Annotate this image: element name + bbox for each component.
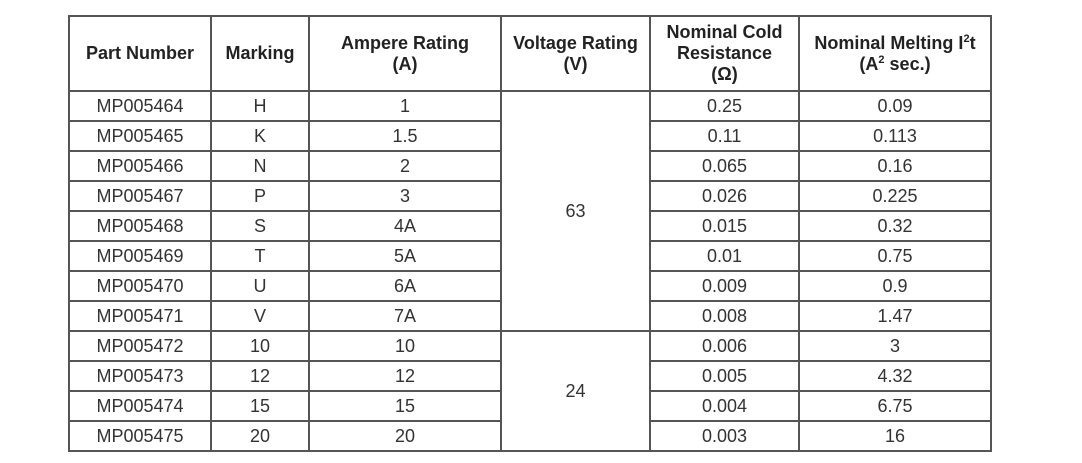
table-row: MP005473 12 12 0.005 4.32 bbox=[68, 360, 992, 392]
cell-melting-i2t: 0.113 bbox=[798, 120, 992, 152]
table-row: MP005470 U 6A 0.009 0.9 bbox=[68, 270, 992, 302]
cell-melting-i2t: 16 bbox=[798, 420, 992, 452]
table-row: MP005469 T 5A 0.01 0.75 bbox=[68, 240, 992, 272]
header-row: Part Number Marking Ampere Rating (A) Vo… bbox=[68, 15, 992, 92]
cell-melting-i2t: 0.16 bbox=[798, 150, 992, 182]
cell-part-number: MP005470 bbox=[68, 270, 212, 302]
cell-ampere-rating: 6A bbox=[308, 270, 502, 302]
cell-cold-resistance: 0.015 bbox=[649, 210, 800, 242]
cell-marking: S bbox=[210, 210, 310, 242]
header-cold-resistance: Nominal Cold Resistance (Ω) bbox=[649, 15, 800, 92]
cell-cold-resistance: 0.005 bbox=[649, 360, 800, 392]
header-voltage-rating: Voltage Rating (V) bbox=[500, 15, 651, 92]
cell-ampere-rating: 10 bbox=[308, 330, 502, 362]
table-row: MP005475 20 20 0.003 16 bbox=[68, 420, 992, 452]
cell-cold-resistance: 0.006 bbox=[649, 330, 800, 362]
cell-part-number: MP005468 bbox=[68, 210, 212, 242]
cell-marking: T bbox=[210, 240, 310, 272]
cell-part-number: MP005475 bbox=[68, 420, 212, 452]
header-ampere-rating: Ampere Rating (A) bbox=[308, 15, 502, 92]
cell-part-number: MP005472 bbox=[68, 330, 212, 362]
cell-cold-resistance: 0.026 bbox=[649, 180, 800, 212]
cell-melting-i2t: 0.225 bbox=[798, 180, 992, 212]
cell-ampere-rating: 7A bbox=[308, 300, 502, 332]
cell-voltage-rating: 63 bbox=[500, 90, 651, 332]
cell-part-number: MP005471 bbox=[68, 300, 212, 332]
cell-ampere-rating: 12 bbox=[308, 360, 502, 392]
header-part-number: Part Number bbox=[68, 15, 212, 92]
cell-part-number: MP005464 bbox=[68, 90, 212, 122]
table-row: MP005464 H 1 63 0.25 0.09 bbox=[68, 90, 992, 332]
cell-part-number: MP005474 bbox=[68, 390, 212, 422]
cell-marking: 12 bbox=[210, 360, 310, 392]
cell-marking: H bbox=[210, 90, 310, 122]
cell-cold-resistance: 0.003 bbox=[649, 420, 800, 452]
table-body: MP005464 H 1 63 0.25 0.09 MP005465 K 1.5 0.11 0.11… bbox=[68, 90, 992, 452]
cell-cold-resistance: 0.008 bbox=[649, 300, 800, 332]
table-row: MP005474 15 15 0.004 6.75 bbox=[68, 390, 992, 422]
cell-ampere-rating: 1.5 bbox=[308, 120, 502, 152]
table-row: MP005471 V 7A 0.008 1.47 bbox=[68, 300, 992, 332]
cell-cold-resistance: 0.25 bbox=[649, 90, 800, 122]
cell-cold-resistance: 0.065 bbox=[649, 150, 800, 182]
table-row: MP005467 P 3 0.026 0.225 bbox=[68, 180, 992, 212]
cell-melting-i2t: 0.09 bbox=[798, 90, 992, 122]
cell-part-number: MP005466 bbox=[68, 150, 212, 182]
cell-marking: U bbox=[210, 270, 310, 302]
cell-marking: N bbox=[210, 150, 310, 182]
cell-marking: 15 bbox=[210, 390, 310, 422]
cell-cold-resistance: 0.009 bbox=[649, 270, 800, 302]
table-row: MP005465 K 1.5 0.11 0.113 bbox=[68, 120, 992, 152]
cell-marking: P bbox=[210, 180, 310, 212]
cell-marking: K bbox=[210, 120, 310, 152]
cell-cold-resistance: 0.11 bbox=[649, 120, 800, 152]
table-header: Part Number Marking Ampere Rating (A) Vo… bbox=[68, 15, 992, 92]
cell-voltage-rating: 24 bbox=[500, 330, 651, 452]
table-row: MP005468 S 4A 0.015 0.32 bbox=[68, 210, 992, 242]
cell-part-number: MP005465 bbox=[68, 120, 212, 152]
cell-part-number: MP005469 bbox=[68, 240, 212, 272]
cell-ampere-rating: 5A bbox=[308, 240, 502, 272]
header-melting-i2t: Nominal Melting I2t (A2 sec.) bbox=[798, 15, 992, 92]
cell-melting-i2t: 1.47 bbox=[798, 300, 992, 332]
cell-ampere-rating: 20 bbox=[308, 420, 502, 452]
cell-melting-i2t: 0.32 bbox=[798, 210, 992, 242]
cell-part-number: MP005473 bbox=[68, 360, 212, 392]
cell-marking: 10 bbox=[210, 330, 310, 362]
cell-cold-resistance: 0.01 bbox=[649, 240, 800, 272]
fuse-spec-table: Part Number Marking Ampere Rating (A) Vo… bbox=[68, 15, 992, 452]
cell-melting-i2t: 0.75 bbox=[798, 240, 992, 272]
cell-marking: 20 bbox=[210, 420, 310, 452]
header-marking: Marking bbox=[210, 15, 310, 92]
cell-ampere-rating: 4A bbox=[308, 210, 502, 242]
cell-melting-i2t: 3 bbox=[798, 330, 992, 362]
cell-melting-i2t: 4.32 bbox=[798, 360, 992, 392]
cell-marking: V bbox=[210, 300, 310, 332]
cell-part-number: MP005467 bbox=[68, 180, 212, 212]
table-row: MP005472 10 10 24 0.006 3 bbox=[68, 330, 992, 452]
cell-ampere-rating: 1 bbox=[308, 90, 502, 122]
cell-melting-i2t: 0.9 bbox=[798, 270, 992, 302]
table-row: MP005466 N 2 0.065 0.16 bbox=[68, 150, 992, 182]
cell-melting-i2t: 6.75 bbox=[798, 390, 992, 422]
cell-ampere-rating: 3 bbox=[308, 180, 502, 212]
cell-cold-resistance: 0.004 bbox=[649, 390, 800, 422]
cell-ampere-rating: 15 bbox=[308, 390, 502, 422]
cell-ampere-rating: 2 bbox=[308, 150, 502, 182]
